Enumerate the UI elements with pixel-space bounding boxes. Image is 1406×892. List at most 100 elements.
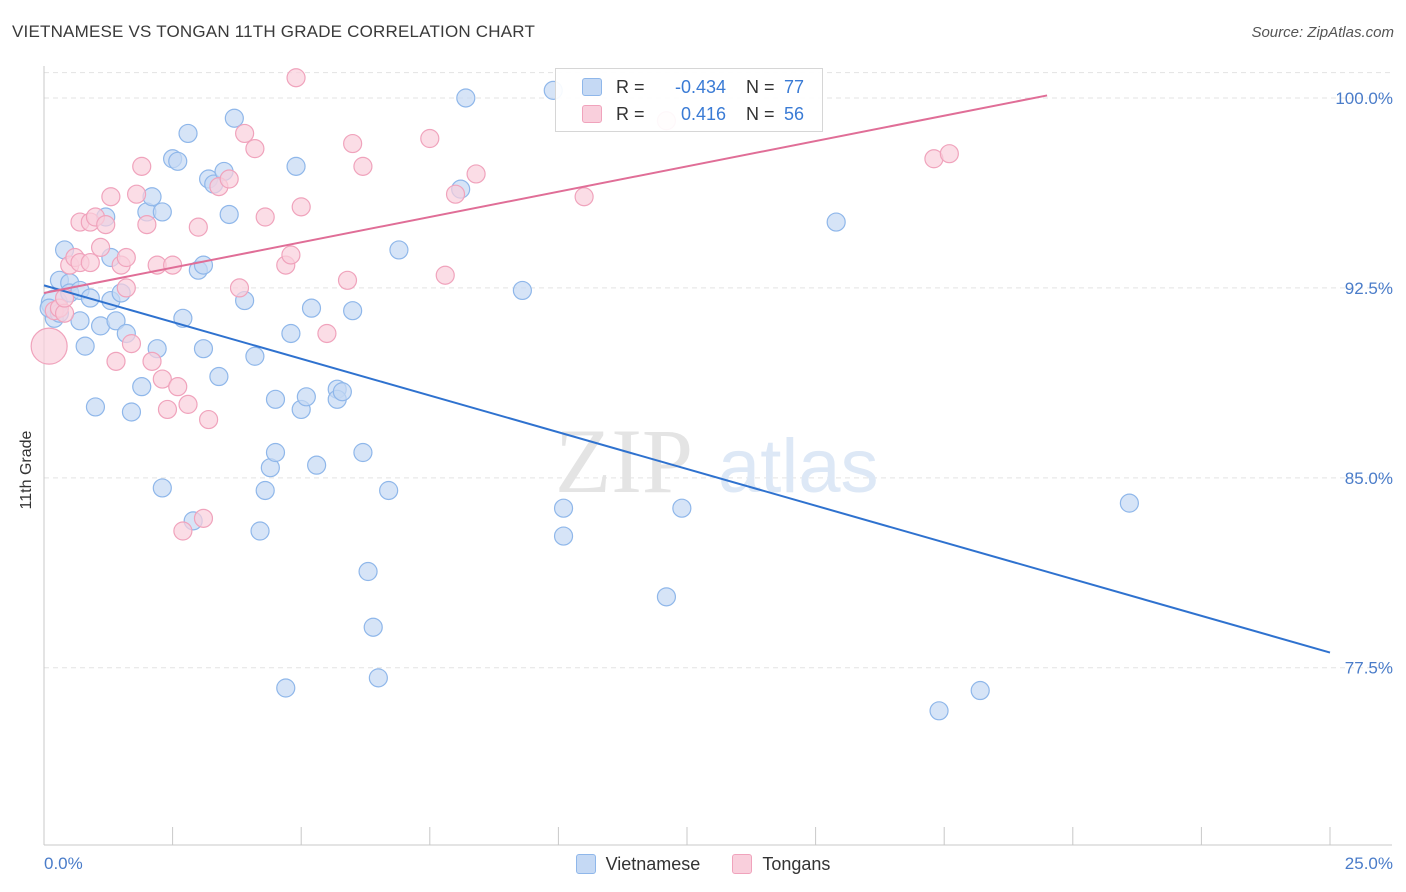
trend-line-vietnamese [43,284,1331,654]
point-tongans [106,351,126,371]
point-vietnamese [1119,493,1139,513]
series-label-tongans: Tongans [762,853,831,874]
point-tongans [178,394,198,414]
point-vietnamese [276,678,296,698]
y-tick-label: 100.0% [1335,89,1393,108]
data-points [30,68,1139,721]
legend-r-value: 0.416 [680,103,726,124]
y-tick-label: 85.0% [1345,469,1393,488]
point-vietnamese [929,701,949,721]
point-tongans [939,144,959,164]
stats-legend: R = -0.434 N = 77 R = 0.416 N = 56 [555,68,823,132]
point-tongans [173,521,193,541]
axes [43,66,1392,846]
point-tongans [188,217,208,237]
point-vietnamese [358,561,378,582]
point-tongans [96,214,116,235]
point-tongans [90,237,111,257]
legend-r-value: -0.434 [674,76,726,97]
point-vietnamese [656,587,677,607]
point-vietnamese [152,202,172,222]
point-tongans [30,327,68,365]
point-tongans [126,184,147,204]
point-vietnamese [178,123,198,144]
legend-n-value: 77 [784,76,805,97]
point-tongans [435,265,455,285]
point-vietnamese [301,298,322,318]
grid-lines [44,72,1392,669]
point-tongans [116,247,136,268]
point-vietnamese [245,346,265,366]
point-tongans [229,278,250,298]
point-vietnamese [307,455,327,475]
point-tongans [157,399,178,420]
point-vietnamese [379,480,399,501]
point-vietnamese [281,323,301,344]
legend-swatch-vietnamese [582,78,602,96]
trend-lines [43,94,1331,654]
series-legend-tongans[interactable]: Tongans [732,854,830,875]
chart-title: VIETNAMESE VS TONGAN 11TH GRADE CORRELAT… [12,22,536,41]
series-swatch-tongans [732,854,753,874]
point-tongans [137,214,157,235]
point-vietnamese [286,156,306,176]
series-label-vietnamese: Vietnamese [605,853,701,874]
legend-row-tongans: R = 0.416 N = 56 [582,102,804,126]
legend-n-value: 56 [784,103,805,124]
point-vietnamese [363,617,383,637]
point-vietnamese [332,382,352,402]
point-vietnamese [296,387,316,407]
point-tongans [219,169,239,189]
point-vietnamese [168,151,188,171]
watermark: ZIP atlas [555,410,879,512]
series-legend: Vietnamese Tongans [0,852,1406,876]
point-tongans [574,187,594,207]
point-tongans [245,139,265,159]
point-vietnamese [389,240,409,260]
point-tongans [101,187,121,207]
legend-row-vietnamese: R = -0.434 N = 77 [582,75,804,99]
point-vietnamese [353,442,373,463]
point-vietnamese [219,204,239,225]
point-tongans [235,123,255,144]
legend-n-label: N = [746,103,775,124]
point-vietnamese [343,301,363,321]
legend-r-label: R = [616,76,645,97]
series-swatch-vietnamese [575,854,596,874]
point-vietnamese [255,480,275,501]
point-tongans [420,128,440,149]
legend-swatch-tongans [582,105,602,123]
point-vietnamese [250,521,270,541]
point-tongans [199,409,219,430]
watermark-atlas: atlas [718,424,879,509]
point-tongans [353,156,373,176]
legend-n-label: N = [746,76,775,97]
point-tongans [337,270,358,290]
point-vietnamese [193,255,214,275]
point-vietnamese [106,311,126,331]
trend-line-tongans [43,94,1048,294]
point-tongans [286,68,306,88]
point-tongans [466,164,486,184]
series-legend-vietnamese[interactable]: Vietnamese [575,853,701,875]
source-label: Source: ZipAtlas.com [1251,24,1394,41]
point-vietnamese [553,526,574,546]
point-tongans [152,369,172,389]
point-tongans [193,508,214,528]
tick-labels: 100.0% 92.5% 85.0% 77.5% 0.0% 25.0% [44,89,1393,873]
point-vietnamese [368,668,388,688]
point-tongans [255,207,275,227]
point-vietnamese [132,377,152,397]
point-vietnamese [265,389,286,409]
point-tongans [142,351,162,371]
point-tongans [168,377,188,397]
point-vietnamese [672,498,692,518]
point-vietnamese [85,397,106,417]
point-vietnamese [224,108,244,128]
point-tongans [132,156,152,176]
point-vietnamese [553,498,574,518]
x-tick-label: 25.0% [1345,854,1393,873]
point-vietnamese [456,88,476,108]
point-vietnamese [265,442,286,463]
